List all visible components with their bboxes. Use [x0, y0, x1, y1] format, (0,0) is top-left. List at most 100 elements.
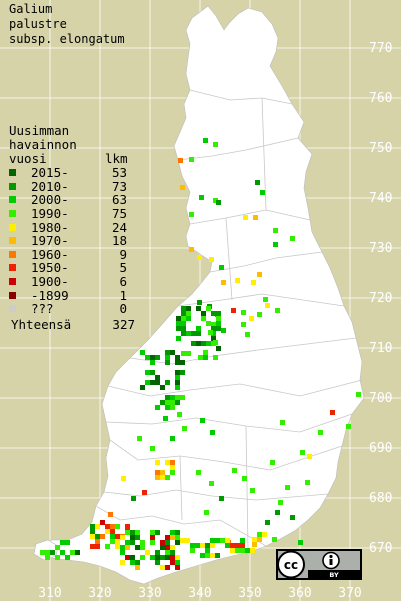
observation-square [204, 510, 209, 515]
legend-item-label: 2015- [31, 165, 69, 181]
observation-square [240, 538, 245, 543]
observation-square [203, 138, 208, 143]
observation-square [210, 538, 215, 543]
observation-square [176, 321, 181, 326]
observation-square [265, 520, 270, 525]
cc-by-badge[interactable]: cc BY [276, 549, 362, 580]
observation-square [130, 560, 135, 565]
observation-square [175, 560, 180, 565]
observation-square [216, 346, 221, 351]
observation-square [270, 460, 275, 465]
y-axis-label: 680 [369, 491, 392, 506]
observation-square [100, 534, 105, 539]
observation-square [55, 545, 60, 550]
x-axis-label: 310 [38, 586, 61, 601]
observation-square [190, 548, 195, 553]
observation-square [208, 330, 213, 335]
legend-item-label: 1950- [31, 260, 69, 276]
map-title: Galium palustre subsp. elongatum [9, 2, 125, 47]
legend-item-count: 63 [111, 192, 127, 208]
legend-swatch [9, 223, 16, 231]
observation-square [90, 544, 95, 549]
legend-total: Yhteensä 327 [11, 317, 135, 332]
observation-square [240, 548, 245, 553]
y-axis-label: 720 [369, 291, 392, 306]
observation-square [180, 360, 185, 365]
observation-square [245, 332, 250, 337]
observation-square [175, 385, 180, 390]
observation-square [206, 321, 211, 326]
observation-square [175, 555, 180, 560]
observation-square [235, 543, 240, 548]
legend-item: 1900- 6 [9, 274, 135, 290]
observation-square [75, 550, 80, 555]
observation-square [211, 331, 216, 336]
observation-square [170, 400, 175, 405]
observation-square [150, 540, 155, 545]
observation-square [105, 544, 110, 549]
observation-square [110, 539, 115, 544]
legend-item: 1960- 9 [9, 247, 135, 262]
observation-square [196, 341, 201, 346]
y-axis-label: 760 [369, 91, 392, 106]
observation-square [197, 255, 202, 260]
observation-square [130, 535, 135, 540]
by-label: BY [329, 571, 339, 579]
observation-square [150, 530, 155, 535]
observation-square [150, 355, 155, 360]
observation-square [290, 236, 295, 241]
observation-square [307, 454, 312, 459]
observation-square [155, 555, 160, 560]
observation-square [186, 311, 191, 316]
observation-square [165, 355, 170, 360]
observation-square [220, 538, 225, 543]
observation-square [110, 529, 115, 534]
observation-square [175, 535, 180, 540]
observation-square [191, 331, 196, 336]
legend-item: ??? 0 [9, 301, 135, 316]
observation-square [165, 540, 170, 545]
observation-square [257, 537, 262, 542]
finland-land [37, 5, 365, 585]
observation-square [155, 470, 160, 475]
observation-square [155, 550, 160, 555]
observation-square [150, 535, 155, 540]
observation-square [95, 539, 100, 544]
legend-item-count: 73 [111, 178, 127, 194]
observation-square [201, 311, 206, 316]
observation-square [221, 280, 226, 285]
cc-icon [277, 550, 305, 579]
observation-square [196, 326, 201, 331]
legend-item-label: -1899 [31, 287, 69, 303]
observation-square [230, 548, 235, 553]
observation-square [45, 555, 50, 560]
observation-square [205, 553, 210, 558]
observation-square [230, 543, 235, 548]
observation-square [150, 555, 155, 560]
observation-square [170, 350, 175, 355]
observation-square [165, 555, 170, 560]
observation-square [273, 242, 278, 247]
observation-square [197, 300, 202, 305]
x-axis-label: 330 [138, 586, 161, 601]
legend-item: 1990- 75 [9, 206, 135, 221]
legend-item-label: 1900- [31, 274, 69, 290]
observation-square [175, 530, 180, 535]
observation-square [165, 380, 170, 385]
observation-square [175, 395, 180, 400]
observation-square [145, 370, 150, 375]
observation-square [245, 548, 250, 553]
observation-square [216, 316, 221, 321]
observation-square [131, 496, 136, 501]
observation-square [257, 312, 262, 317]
observation-square [40, 550, 45, 555]
observation-square [160, 565, 165, 570]
observation-square [137, 436, 142, 441]
observation-square [216, 326, 221, 331]
observation-square [203, 355, 208, 360]
observation-square [110, 524, 115, 529]
observation-square [280, 420, 285, 425]
observation-square [135, 565, 140, 570]
legend-item-count: 1 [119, 287, 127, 303]
